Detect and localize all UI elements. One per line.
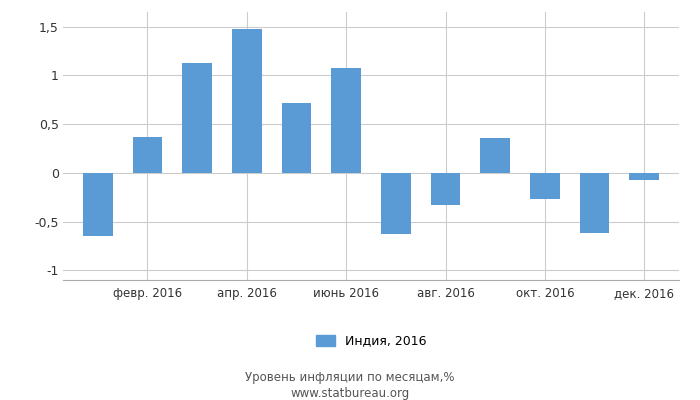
Bar (530, 173, 560, 199)
Bar (232, 28, 262, 173)
Bar (381, 173, 411, 234)
Bar (182, 63, 212, 173)
Bar (580, 173, 610, 233)
Bar (430, 173, 461, 205)
Bar (331, 68, 361, 173)
Bar (281, 103, 312, 173)
Bar (83, 173, 113, 236)
Text: www.statbureau.org: www.statbureau.org (290, 388, 410, 400)
Bar (480, 138, 510, 173)
Bar (629, 173, 659, 180)
Bar (132, 137, 162, 173)
Text: Уровень инфляции по месяцам,%: Уровень инфляции по месяцам,% (245, 372, 455, 384)
Legend: Индия, 2016: Индия, 2016 (316, 334, 426, 348)
